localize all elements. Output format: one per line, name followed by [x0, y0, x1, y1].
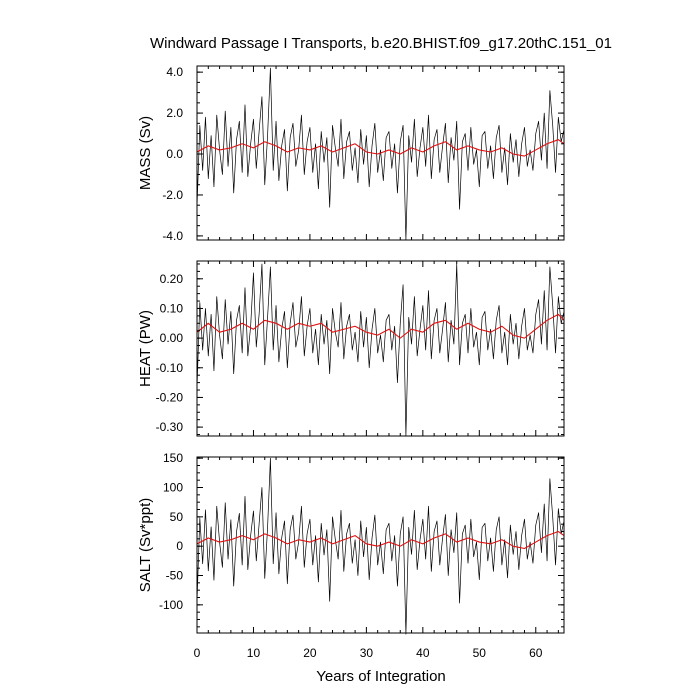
- smoothed-series-line: [196, 139, 565, 157]
- x-tick-label: 30: [360, 646, 374, 660]
- y-tick-label: 0.10: [160, 301, 184, 315]
- y-tick-label: 150: [163, 451, 183, 465]
- smoothed-series-line: [196, 313, 565, 339]
- smoothed-series-line: [196, 530, 565, 550]
- raw-series-line: [196, 67, 565, 241]
- plot-frame: [196, 65, 565, 241]
- y-tick-label: 0.20: [160, 272, 184, 286]
- raw-series-line: [196, 457, 565, 635]
- y-tick-label: -4.0: [162, 229, 183, 243]
- plot-frame: [196, 260, 565, 437]
- y-tick-label: 0.00: [160, 331, 184, 345]
- panel-3: -100 -50 0 50 100 150 SALT (Sv*ppt) 0 10 20 30 40 50…: [137, 451, 565, 660]
- y-axis-label: MASS (Sv): [137, 116, 154, 190]
- x-tick-label: 20: [303, 646, 317, 660]
- y-tick-label: 0: [176, 539, 183, 553]
- y-tick-label: -2.0: [162, 188, 183, 202]
- y-tick-label: -50: [166, 569, 184, 583]
- y-tick-label: -0.30: [156, 420, 184, 434]
- y-tick-label: 100: [163, 481, 183, 495]
- y-tick-label: 2.0: [166, 106, 183, 120]
- y-tick-label: 50: [170, 510, 184, 524]
- x-axis-label: Years of Integration: [316, 668, 446, 685]
- y-axis-label: SALT (Sv*ppt): [137, 498, 154, 592]
- y-tick-label: -0.10: [156, 361, 184, 375]
- y-tick-label: -0.20: [156, 390, 184, 404]
- y-tick-label: 0.0: [166, 147, 183, 161]
- x-tick-label: 40: [416, 646, 430, 660]
- y-tick-label: 4.0: [166, 65, 183, 79]
- plot-frame: [196, 456, 565, 634]
- raw-series-line: [196, 263, 565, 437]
- panels: -4.0 -2.0 0.0 2.0 4.0 MASS (Sv) -0.30 -0.20 -0.1…: [137, 65, 565, 660]
- x-tick-label: 50: [473, 646, 487, 660]
- panel-2: -0.30 -0.20 -0.10 0.00 0.10 0.20 HEAT (PW): [137, 260, 565, 437]
- panel-1: -4.0 -2.0 0.0 2.0 4.0 MASS (Sv): [137, 65, 565, 243]
- x-tick-label: 60: [529, 646, 543, 660]
- x-tick-label: 10: [247, 646, 261, 660]
- y-tick-label: -100: [159, 598, 183, 612]
- chart-title: Windward Passage I Transports, b.e20.BHI…: [150, 35, 612, 52]
- x-tick-label: 0: [194, 646, 201, 660]
- y-axis-label: HEAT (PW): [137, 310, 154, 387]
